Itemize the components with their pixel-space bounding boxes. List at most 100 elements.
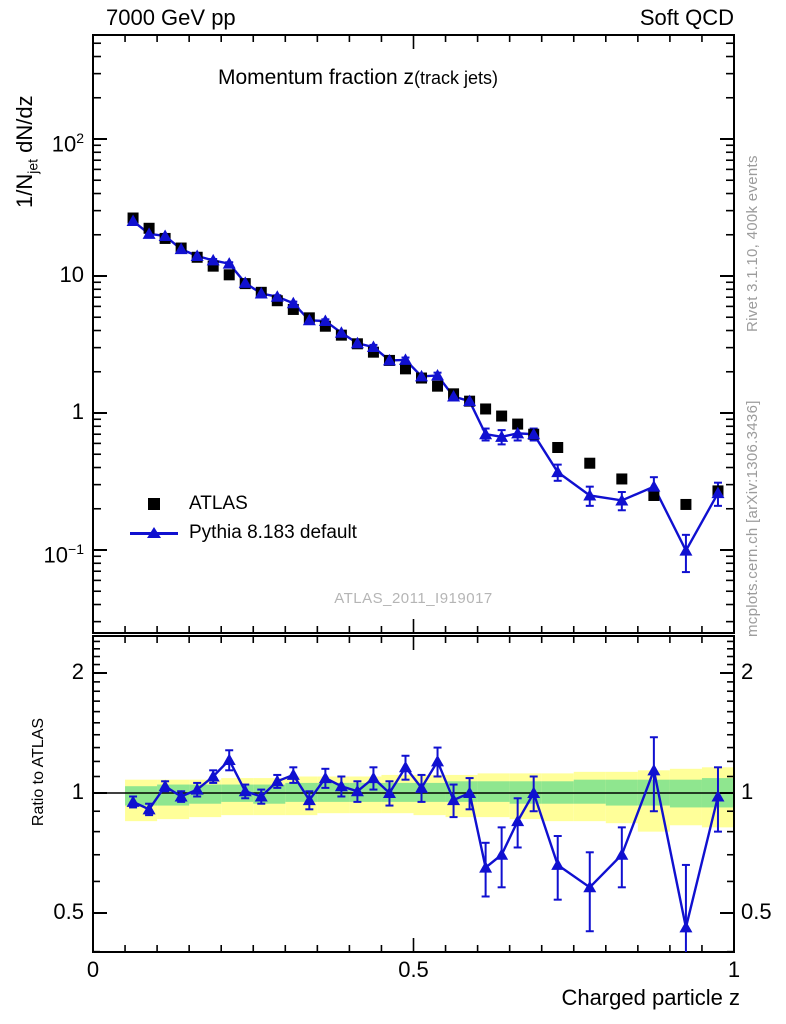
ratio-y-tick-label-right: 1 (741, 779, 754, 804)
x-tick-label: 0.5 (398, 957, 429, 982)
ratio-y-axis-label: Ratio to ATLAS (30, 717, 47, 827)
band-green (477, 781, 510, 802)
pythia-marker (479, 427, 493, 440)
pythia-marker (350, 336, 364, 349)
x-axis-label: Charged particle z (561, 985, 740, 1010)
ratio-marker (350, 784, 364, 797)
ratio-marker (334, 779, 348, 792)
atlas-marker (552, 441, 564, 453)
pythia-marker (551, 465, 565, 478)
pythia-marker (334, 326, 348, 338)
x-tick-label: 0 (86, 957, 100, 982)
atlas-marker (648, 489, 660, 501)
analysis-id-watermark: ATLAS_2011_I919017 (334, 590, 493, 607)
main-y-tick-label: 1 (71, 399, 84, 424)
legend-entry-pythia: Pythia 8.183 default (128, 518, 357, 547)
pythia-marker (415, 369, 429, 382)
ratio-marker (222, 753, 236, 765)
ratio-marker (238, 784, 252, 797)
ratio-marker (479, 861, 493, 873)
ratio-marker (190, 783, 204, 795)
ratio-marker (551, 858, 565, 870)
band-green (573, 779, 606, 804)
plot-title: Momentum fraction z(track jets) (93, 66, 623, 90)
ratio-y-tick-label-left: 0.5 (53, 898, 84, 924)
y-label-prefix: 1/N (12, 173, 37, 208)
legend-label-pythia: Pythia 8.183 default (189, 521, 357, 543)
pythia-marker (286, 296, 300, 309)
ratio-marker (583, 880, 597, 893)
ratio-marker (711, 789, 725, 802)
ratio-marker (126, 795, 140, 807)
atlas-marker (496, 410, 508, 422)
ratio-y-tick-label-right: 0.5 (741, 898, 772, 924)
atlas-marker (512, 418, 524, 430)
pythia-marker (583, 488, 597, 501)
ratio-marker (679, 920, 693, 933)
atlas-marker (399, 363, 411, 375)
pythia-marker (511, 426, 525, 439)
ratio-marker (431, 754, 445, 767)
pythia-marker (615, 493, 629, 506)
main-y-tick-label: 10−1 (43, 541, 84, 568)
ratio-marker (415, 781, 429, 793)
atlas-marker (616, 473, 628, 485)
ratio-marker (254, 789, 268, 802)
main-y-axis-label: 1/Njet dN/dz (12, 32, 40, 208)
ratio-marker (142, 802, 156, 815)
atlas-marker (584, 457, 596, 469)
pythia-marker (382, 353, 396, 366)
pythia-line-triangle-marker-icon (128, 526, 180, 540)
atlas-marker (207, 260, 219, 272)
ratio-marker (398, 760, 412, 773)
ratio-y-tick-label-left: 1 (71, 779, 84, 804)
ratio-marker (174, 789, 188, 802)
ratio-marker (647, 763, 661, 776)
atlas-marker (367, 346, 379, 358)
ratio-marker (447, 793, 461, 806)
ratio-marker (206, 769, 220, 782)
main-data (126, 212, 725, 574)
pythia-marker (206, 253, 220, 266)
ratio-y-tick-label-left: 2 (71, 659, 84, 684)
x-tick-label: 1 (727, 957, 741, 982)
y-label-subscript: jet (24, 158, 41, 174)
pythia-marker (270, 290, 284, 302)
ratio-marker (511, 814, 525, 827)
ratio-marker (615, 848, 629, 860)
pythia-marker (318, 314, 332, 327)
pythia-marker (174, 242, 188, 255)
legend: ATLAS Pythia 8.183 default (128, 489, 357, 547)
pythia-marker (254, 287, 268, 299)
pythia-marker (495, 430, 509, 442)
pythia-marker (431, 368, 445, 381)
ratio-marker (463, 786, 477, 798)
atlas-marker (432, 380, 444, 392)
legend-entry-atlas: ATLAS (128, 489, 357, 518)
atlas-marker (223, 269, 235, 281)
pythia-marker (126, 214, 140, 227)
pythia-marker (447, 389, 461, 402)
ratio-marker (286, 768, 300, 780)
process-group-label: Soft QCD (639, 5, 734, 30)
pythia-marker (238, 276, 252, 288)
ratio-data (126, 736, 725, 952)
ratio-marker (158, 779, 172, 792)
pythia-marker (527, 427, 541, 440)
pythia-marker (366, 340, 380, 353)
ratio-marker (382, 786, 396, 798)
pythia-marker (190, 249, 204, 261)
atlas-marker (287, 303, 299, 315)
ratio-y-tick-label-right: 2 (741, 659, 754, 684)
pythia-marker (142, 227, 156, 239)
main-y-tick-label: 102 (51, 130, 84, 157)
pythia-marker (222, 257, 236, 269)
atlas-marker (319, 320, 331, 332)
ratio-marker (302, 793, 316, 806)
pythia-marker (158, 229, 172, 241)
plot-title-paren: (track jets) (414, 68, 499, 88)
ratio-line (132, 757, 720, 928)
ratio-marker (318, 771, 332, 784)
